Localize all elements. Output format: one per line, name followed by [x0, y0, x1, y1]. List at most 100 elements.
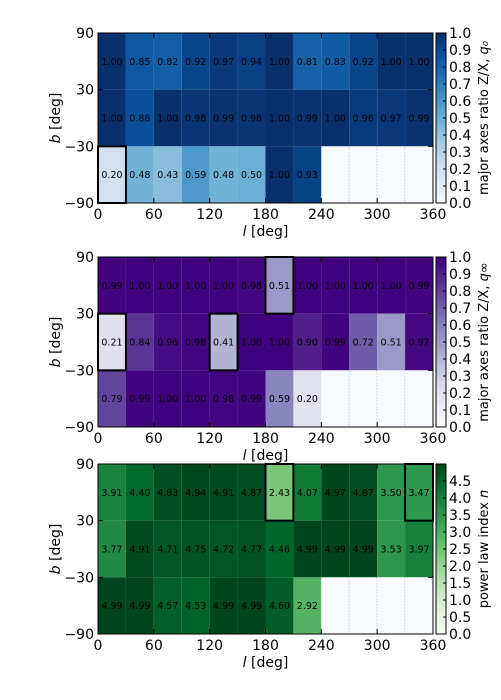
heatmap-cell [265, 464, 294, 521]
heatmap-cell [209, 146, 238, 203]
colorbar-segment [436, 390, 446, 394]
colorbar-segment [436, 305, 446, 309]
colorbar-segment [436, 140, 446, 144]
colorbar-tick-label: 0.9 [449, 267, 471, 283]
cell-value-label: 0.99 [101, 281, 122, 292]
colorbar-tick-label: 0.7 [449, 77, 471, 93]
cell-value-label: 4.99 [129, 601, 150, 612]
heatmap-cell [293, 520, 322, 578]
heatmap-cell [181, 146, 210, 203]
x-tick-label: 120 [196, 638, 223, 654]
heatmap-cell [321, 577, 350, 634]
heatmap-cell [125, 33, 154, 90]
cell-value-label: 4.83 [157, 488, 178, 499]
heatmap-cell [98, 370, 126, 427]
colorbar-segment [436, 410, 446, 414]
cell-value-label: 0.97 [381, 114, 402, 125]
heatmap-cell [98, 313, 126, 371]
cell-value-label: 0.88 [129, 114, 150, 125]
heatmap-cell [237, 33, 266, 90]
cell-value-label: 3.50 [381, 488, 402, 499]
cell-value-label: 0.93 [297, 170, 318, 181]
colorbar-segment [436, 628, 446, 632]
colorbar-segment [436, 594, 446, 598]
cell-value-label: 4.99 [325, 545, 346, 556]
colorbar-segment [436, 495, 446, 499]
colorbar-segment [436, 310, 446, 315]
x-axis-label: l [deg] [243, 224, 289, 240]
cell-value-label: 0.98 [185, 338, 206, 349]
colorbar-segment [436, 257, 446, 261]
heatmap-cell [98, 89, 126, 147]
colorbar-segment [436, 154, 446, 159]
heatmap-cell [153, 257, 182, 314]
colorbar-segment [436, 126, 446, 130]
colorbar-segment [436, 398, 446, 402]
cell-value-label: 0.97 [213, 57, 234, 68]
heatmap-cell [349, 257, 378, 314]
heatmap-cell [181, 33, 210, 90]
heatmap-cell [377, 146, 406, 203]
heatmap-cell [181, 370, 210, 427]
colorbar-segment [436, 188, 446, 193]
colorbar-segment [436, 464, 446, 468]
colorbar-segment [436, 580, 446, 584]
cell-value-label: 4.99 [353, 545, 374, 556]
colorbar-segment [436, 384, 446, 388]
colorbar-segment [436, 517, 446, 522]
cell-value-label: 0.96 [353, 114, 374, 125]
y-tick-label: 30 [76, 83, 94, 99]
x-tick-label: 120 [196, 431, 223, 447]
colorbar-segment [436, 336, 446, 340]
colorbar-segment [436, 492, 446, 496]
colorbar-tick-label: 0.6 [449, 94, 471, 110]
cell-value-label: 0.83 [325, 57, 346, 68]
colorbar-segment [436, 259, 446, 264]
cell-value-label: 4.72 [213, 545, 234, 556]
colorbar-segment [436, 611, 446, 615]
heatmap-cell [293, 370, 322, 427]
heatmap-cell [209, 577, 238, 634]
colorbar-segment [436, 591, 446, 595]
cell-value-label: 4.46 [269, 545, 290, 556]
cell-value-label: 1.00 [101, 114, 122, 125]
cell-value-label: 1.00 [129, 281, 150, 292]
heatmap-cell [181, 577, 210, 634]
colorbar-tick-label: 0.0 [449, 627, 471, 643]
cell-value-label: 1.00 [325, 281, 346, 292]
colorbar-segment [436, 415, 446, 419]
colorbar-segment [436, 543, 446, 547]
colorbar-tick-label: 0.2 [449, 162, 471, 178]
cell-value-label: 3.77 [101, 545, 122, 556]
heatmap-cell [237, 146, 266, 203]
cell-value-label: 1.00 [241, 338, 262, 349]
cell-value-label: 0.48 [129, 170, 150, 181]
x-tick-label: 360 [420, 638, 447, 654]
heatmap-cell [125, 464, 154, 521]
colorbar-segment [436, 84, 446, 88]
heatmap-cell [209, 370, 238, 427]
colorbar-segment [436, 177, 446, 181]
colorbar-segment [436, 322, 446, 326]
colorbar-segment [436, 183, 446, 187]
heatmap-cell [265, 33, 294, 90]
colorbar-segment [436, 171, 446, 176]
heatmap-cell [125, 370, 154, 427]
colorbar-tick-label: 0.3 [449, 145, 471, 161]
colorbar-segment [436, 393, 446, 397]
heatmap-cell [125, 89, 154, 147]
colorbar-segment [436, 378, 446, 383]
heatmap-cell [405, 146, 433, 203]
colorbar-segment [436, 47, 446, 51]
colorbar-segment [436, 483, 446, 488]
cell-value-label: 4.77 [241, 545, 262, 556]
colorbar-segment [436, 112, 446, 116]
heatmap-cell [98, 146, 126, 203]
colorbar-segment [436, 135, 446, 139]
cell-value-label: 0.99 [241, 394, 262, 405]
cell-value-label: 4.87 [241, 488, 262, 499]
colorbar-segment [436, 291, 446, 295]
cell-value-label: 0.98 [241, 281, 262, 292]
colorbar-tick-label: 0.9 [449, 43, 471, 59]
heatmap-cell [153, 313, 182, 371]
